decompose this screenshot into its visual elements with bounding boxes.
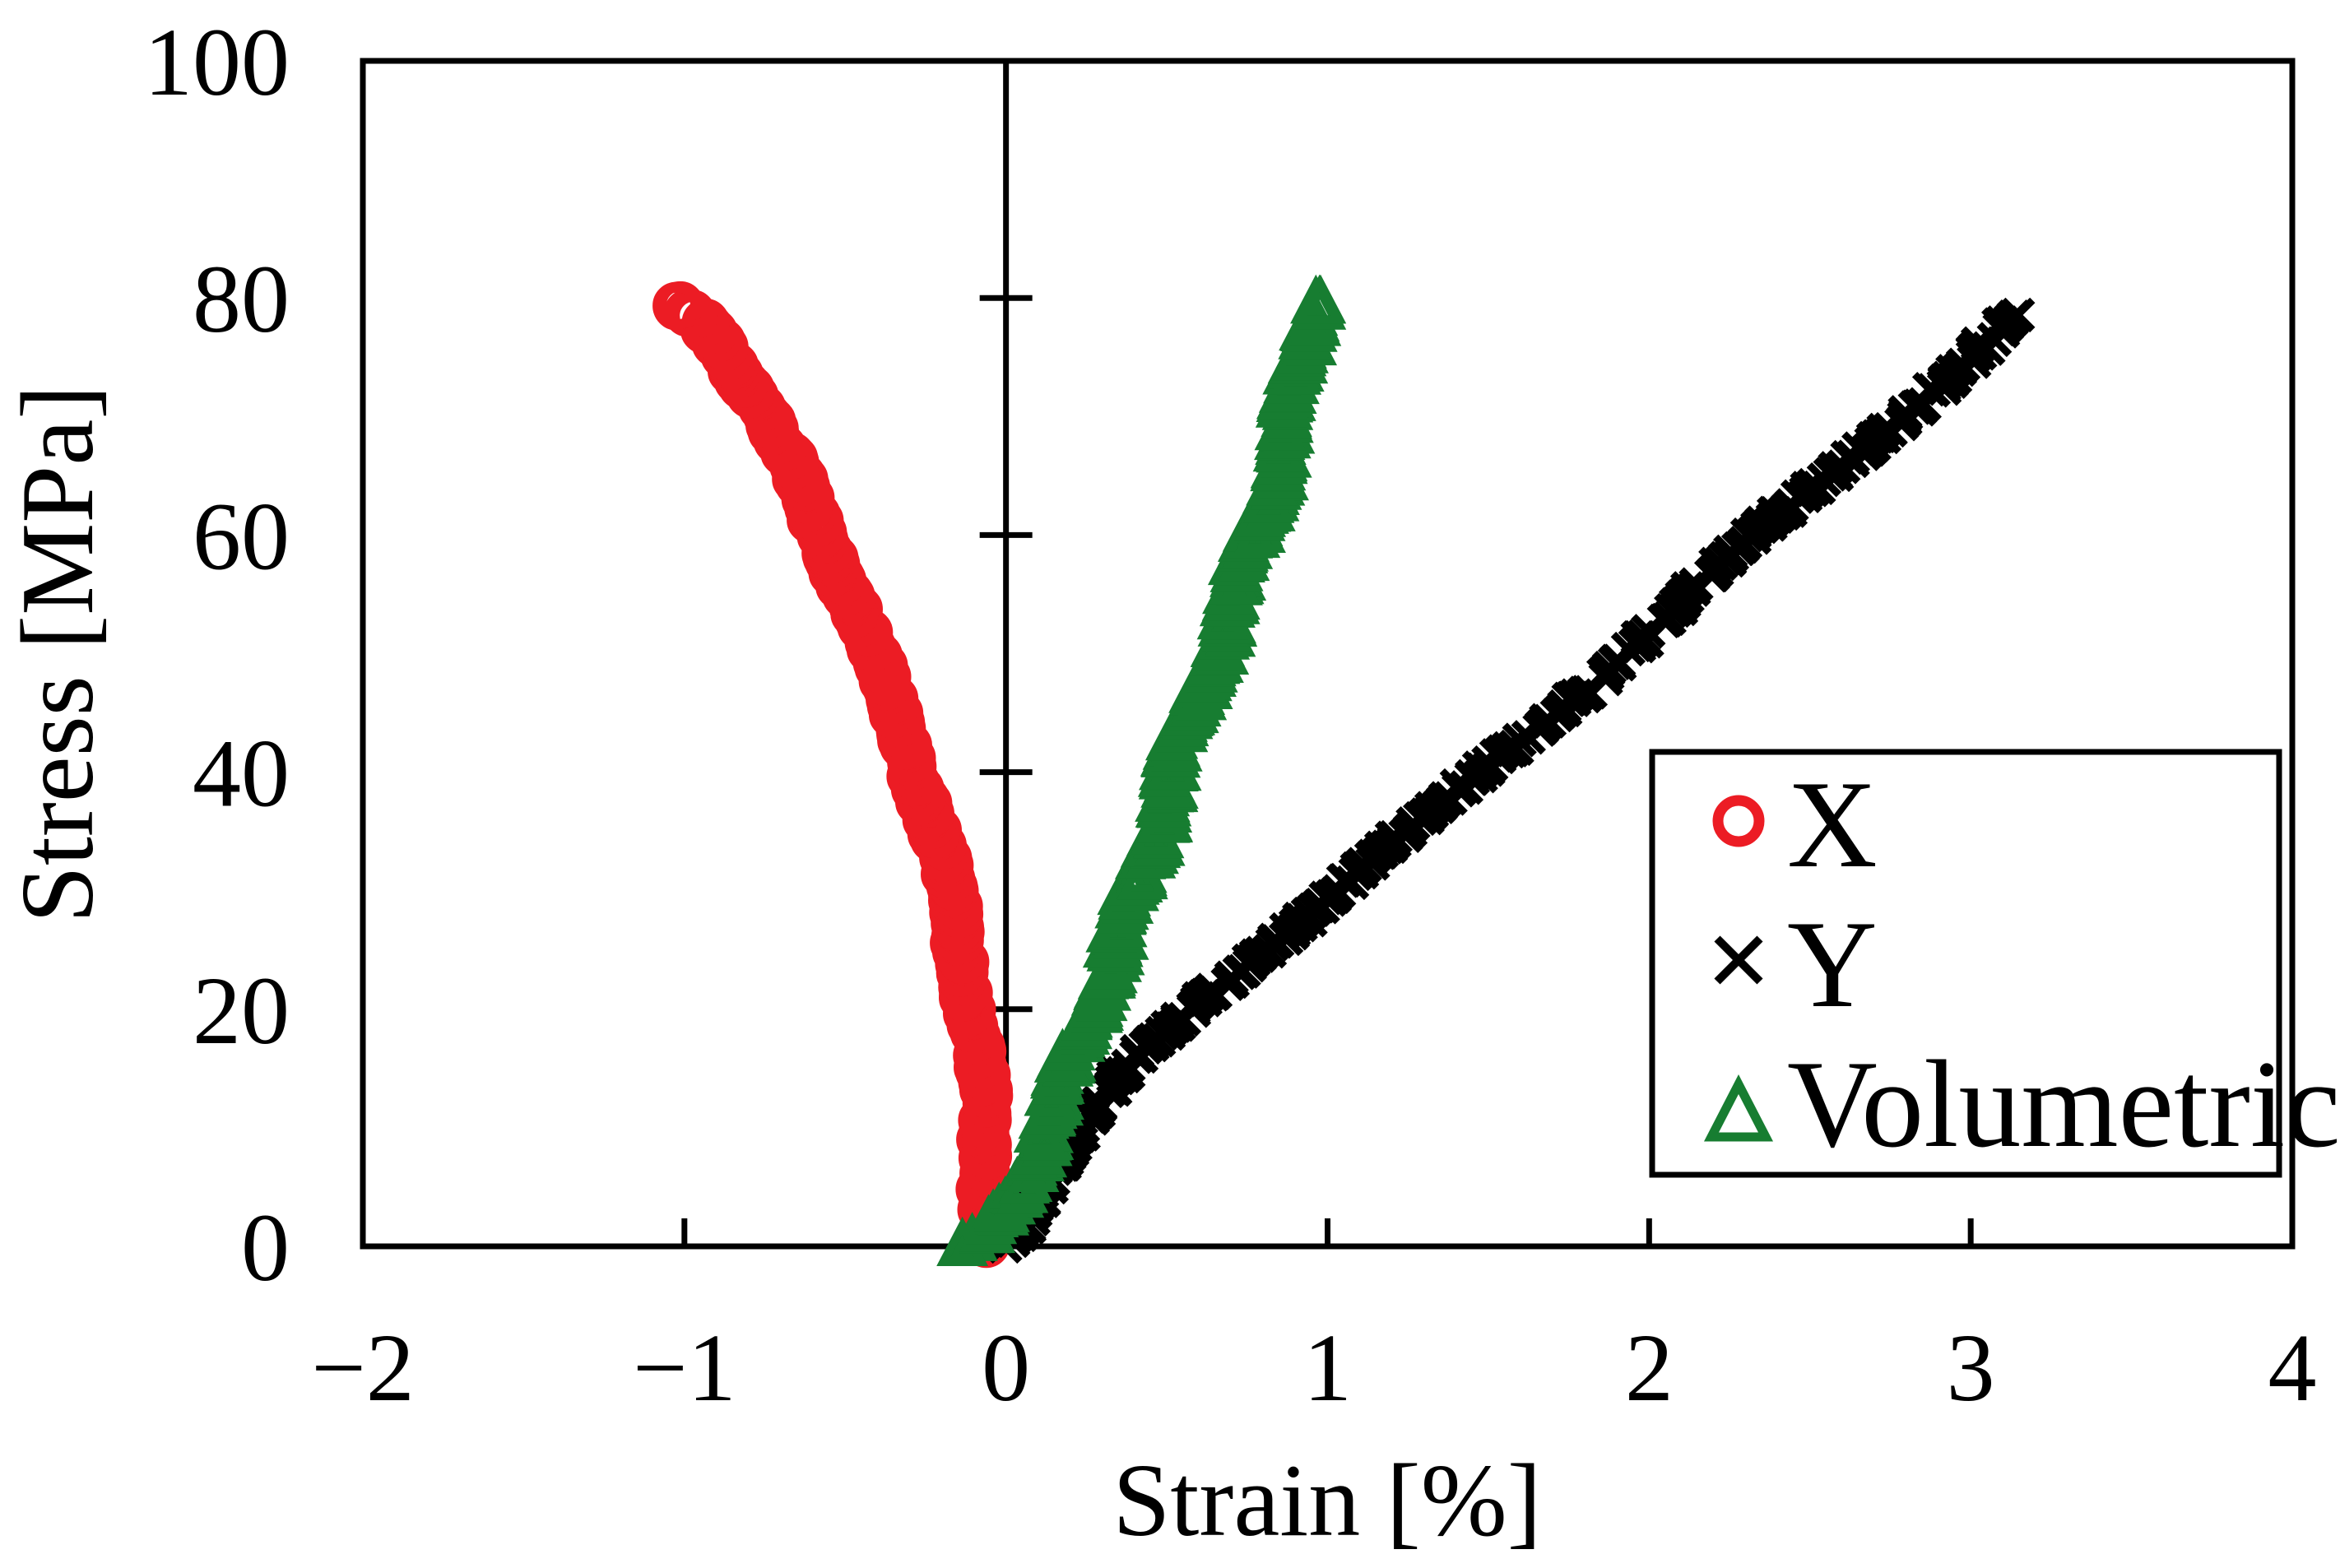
y-tick-label: 100 bbox=[144, 8, 290, 116]
series-volumetric-markers bbox=[936, 274, 1347, 1266]
x-cross-icon bbox=[1714, 935, 1763, 985]
legend-label-x: X bbox=[1787, 755, 1878, 893]
y-axis-title: Stress [MPa] bbox=[1, 385, 115, 924]
x-tick-label: −2 bbox=[311, 1314, 415, 1422]
x-tick-label: 3 bbox=[1947, 1314, 1995, 1422]
y-tick-label: 40 bbox=[193, 720, 290, 828]
series-x-markers bbox=[652, 281, 1014, 1269]
y-tick-label: 20 bbox=[193, 957, 290, 1065]
y-tick-label: 80 bbox=[193, 245, 290, 353]
x-tick-label: 1 bbox=[1303, 1314, 1352, 1422]
open-circle-icon bbox=[1712, 795, 1765, 847]
x-tick-label: −1 bbox=[633, 1314, 736, 1422]
x-tick-label: 4 bbox=[2268, 1314, 2317, 1422]
y-tick-label: 60 bbox=[193, 482, 290, 590]
y-tick-label: 0 bbox=[241, 1194, 290, 1301]
legend-label-volumetric: Volumetric bbox=[1787, 1035, 2340, 1173]
x-axis-title: Strain [%] bbox=[1112, 1444, 1541, 1558]
legend-label-y: Y bbox=[1787, 895, 1878, 1033]
open-triangle-icon bbox=[1703, 1074, 1774, 1142]
legend: X Y Volumetric bbox=[1649, 749, 2340, 1178]
x-tick-label: 2 bbox=[1625, 1314, 1674, 1422]
x-tick-label: 0 bbox=[982, 1314, 1030, 1422]
